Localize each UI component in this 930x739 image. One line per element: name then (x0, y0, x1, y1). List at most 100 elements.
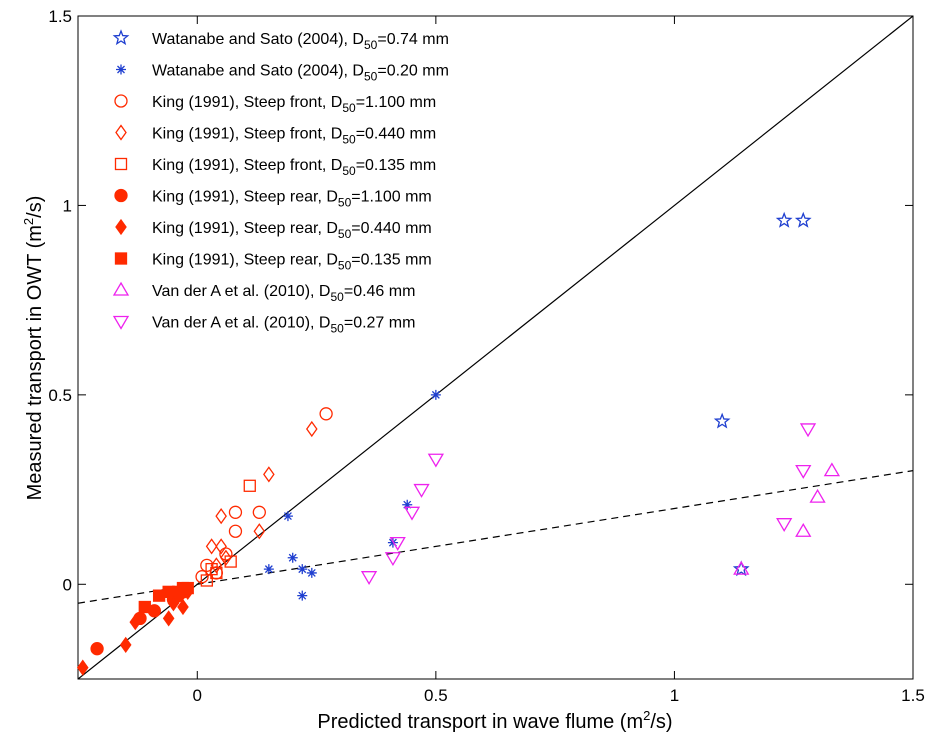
series-3 (195, 407, 333, 584)
legend-entry: King (1991), Steep rear, D50=0.440 mm (115, 218, 432, 241)
x-tick-label: 0.5 (424, 686, 448, 705)
legend-marker (114, 252, 128, 265)
data-point (90, 642, 104, 656)
data-point (775, 211, 793, 228)
data-point (215, 538, 227, 555)
data-point (795, 464, 812, 479)
legend-label: King (1991), Steep rear, D50=0.135 mm (152, 252, 432, 273)
legend-entry: Watanabe and Sato (2004), D50=0.20 mm (116, 63, 449, 84)
data-point (76, 659, 89, 676)
data-point (215, 507, 227, 525)
data-point (795, 522, 812, 537)
data-point (297, 564, 308, 575)
data-point (360, 571, 378, 585)
legend-label: Watanabe and Sato (2004), D50=0.20 mm (152, 63, 449, 84)
legend-marker (112, 281, 130, 296)
legend: Watanabe and Sato (2004), D50=0.74 mm Wat… (112, 29, 449, 336)
legend-label: King (1991), Steep front, D50=0.135 mm (152, 157, 436, 178)
legend-label: King (1991), Steep front, D50=1.100 mm (152, 94, 436, 115)
data-point (384, 552, 402, 567)
legend-label: King (1991), Steep rear, D50=1.100 mm (152, 189, 432, 210)
data-point (794, 211, 812, 228)
series-7 (76, 583, 194, 676)
data-point (430, 389, 441, 400)
data-point (287, 552, 298, 563)
legend-entry: King (1991), Steep front, D50=0.135 mm (114, 157, 436, 178)
data-point (253, 523, 266, 540)
legend-label: Van der A et al. (2010), D50=0.46 mm (152, 283, 415, 304)
x-tick-label: 1 (670, 686, 679, 705)
legend-marker (116, 64, 126, 75)
y-tick-label: 0.5 (48, 386, 72, 405)
data-point (224, 555, 237, 568)
legend-entry: Van der A et al. (2010), D50=0.46 mm (112, 281, 415, 304)
x-axis-label: Predicted transport in wave flume (m2/s) (317, 708, 672, 733)
legend-entry: Watanabe and Sato (2004), D50=0.74 mm (112, 29, 449, 52)
data-point (809, 488, 826, 503)
data-point (403, 506, 421, 521)
data-point (297, 590, 308, 601)
data-point (733, 560, 750, 575)
data-point (389, 536, 406, 551)
data-point (205, 538, 218, 555)
legend-label: Watanabe and Sato (2004), D50=0.74 mm (152, 31, 449, 52)
series-10 (360, 423, 817, 585)
data-point (319, 407, 333, 421)
data-point (181, 581, 194, 595)
series-8 (138, 581, 194, 614)
legend-label: King (1991), Steep rear, D50=0.440 mm (152, 220, 432, 241)
data-point (195, 570, 209, 584)
series-5 (200, 479, 256, 587)
legend-marker (114, 157, 128, 171)
y-tick-label: 1 (63, 196, 72, 215)
data-point (306, 567, 317, 578)
data-point (200, 558, 214, 572)
legend-entry: King (1991), Steep rear, D50=1.100 mm (114, 188, 432, 210)
data-point (427, 453, 444, 468)
data-point (732, 560, 750, 577)
data-point (162, 610, 175, 627)
legend-marker (114, 94, 128, 108)
data-point (413, 483, 430, 498)
y-tick-label: 0 (63, 575, 72, 594)
data-points (76, 211, 841, 676)
data-point (129, 614, 142, 631)
data-point (282, 511, 293, 522)
data-point (263, 466, 275, 483)
data-point (138, 600, 151, 614)
data-point (243, 479, 256, 492)
data-point (219, 547, 233, 561)
legend-entry: Van der A et al. (2010), D50=0.27 mm (112, 315, 415, 336)
data-point (228, 505, 243, 519)
series-9 (733, 462, 841, 575)
legend-marker (112, 29, 130, 46)
data-point (713, 412, 731, 429)
data-point (799, 423, 817, 438)
legend-marker (115, 218, 127, 236)
data-point (306, 420, 318, 438)
y-axis-label: Measured transport in OWT (m2/s) (21, 196, 46, 501)
data-point (119, 636, 132, 654)
linear-fit-line (78, 470, 913, 604)
legend-entry: King (1991), Steep front, D50=1.100 mm (114, 94, 436, 115)
legend-entry: King (1991), Steep front, D50=0.440 mm (115, 124, 436, 147)
y-tick-label: 1.5 (48, 7, 72, 26)
series-1 (713, 211, 812, 577)
x-tick-label: 1.5 (901, 686, 925, 705)
data-point (263, 564, 274, 575)
x-tick-label: 0 (193, 686, 202, 705)
data-point (210, 566, 223, 580)
legend-marker (114, 188, 128, 203)
legend-marker (115, 124, 127, 141)
data-point (200, 574, 213, 587)
data-point (402, 499, 413, 510)
legend-label: Van der A et al. (2010), D50=0.27 mm (152, 315, 415, 336)
axis-ticks: 0 0.5 1 1.5 0 0.5 1 1.5 (48, 7, 924, 705)
legend-label: King (1991), Steep front, D50=0.440 mm (152, 126, 436, 147)
data-point (252, 505, 266, 519)
data-point (228, 524, 243, 538)
data-point (177, 598, 189, 616)
data-point (167, 595, 180, 612)
legend-marker (112, 315, 130, 330)
